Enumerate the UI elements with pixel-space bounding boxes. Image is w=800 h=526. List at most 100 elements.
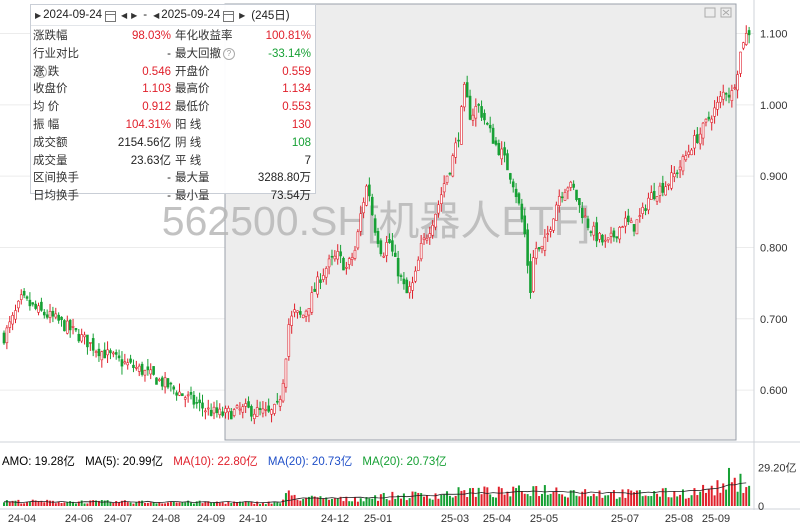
volume-bar (483, 486, 486, 506)
volume-bar (526, 494, 529, 506)
volume-bar (325, 497, 328, 506)
volume-bar (253, 503, 256, 506)
volume-bar (423, 496, 426, 506)
candle-body (405, 279, 409, 294)
candle-body (632, 224, 636, 232)
help-icon[interactable]: ? (35, 65, 47, 78)
candle-body (500, 148, 504, 160)
end-date[interactable]: 2025-09-24 (161, 9, 221, 21)
volume-bar (379, 494, 382, 506)
candle-body (152, 366, 155, 375)
candle-body (451, 155, 455, 177)
volume-bar (351, 501, 354, 506)
range-close-icon[interactable] (720, 7, 732, 18)
candle-body (589, 231, 593, 233)
volume-bar (143, 502, 146, 506)
candle-body (206, 407, 210, 410)
candle-body (19, 294, 23, 300)
arrow-right-icon[interactable]: ▶ (239, 10, 246, 20)
stats-cell: 行业对比? - (33, 46, 175, 78)
candle-body (117, 355, 121, 359)
candle-body (252, 413, 256, 419)
volume-bar (353, 497, 356, 506)
volume-bar (161, 503, 164, 506)
candle-body (80, 334, 83, 342)
candle-body (327, 258, 331, 268)
volume-bar (647, 496, 650, 506)
arrow-left-icon[interactable]: ◀ (153, 10, 160, 20)
candle-body (434, 213, 437, 228)
ma20-value-green: MA(20): 20.73亿 (362, 456, 447, 468)
candle-body (506, 153, 509, 171)
volume-bar (558, 493, 561, 506)
volume-bar (3, 502, 5, 506)
volume-bar (523, 493, 526, 506)
volume-bar (149, 502, 152, 506)
volume-bar (595, 496, 598, 506)
candle-body (83, 334, 86, 338)
candle-body (537, 247, 541, 250)
candle-body (140, 363, 144, 375)
volume-bar (95, 500, 98, 506)
volume-bar (572, 490, 575, 506)
volume-bar (509, 496, 512, 506)
calendar-icon[interactable] (104, 10, 116, 22)
stats-value: 0.553 (282, 101, 311, 114)
stats-value: 100.81% (265, 30, 311, 42)
volume-bar (730, 482, 733, 506)
arrow-right-icon[interactable]: ▶ (131, 10, 138, 20)
volume-bar (328, 499, 331, 506)
candle-body (376, 231, 380, 244)
volume-bar (615, 498, 618, 506)
volume-bar (339, 496, 342, 506)
price-tick-label: 0.600 (760, 385, 788, 397)
volume-bar (20, 503, 23, 506)
candle-body (57, 314, 60, 321)
candle-body (701, 122, 705, 139)
stats-label: 均 价 (33, 101, 60, 114)
candle-body (609, 232, 613, 237)
stats-value: 130 (291, 118, 311, 131)
range-restore-icon[interactable] (704, 7, 716, 18)
price-tick-label: 0.700 (760, 314, 788, 326)
volume-bar (103, 500, 106, 506)
candle-body (307, 308, 311, 316)
candle-body (28, 299, 32, 307)
candle-body (339, 251, 342, 257)
price-tick-label: 1.100 (760, 29, 788, 41)
calendar-icon[interactable] (223, 10, 235, 22)
volume-bar (54, 503, 57, 506)
candle-body (710, 118, 714, 123)
volume-bar (158, 502, 161, 506)
candle-body (264, 409, 268, 411)
volume-bar (129, 502, 132, 506)
candle-body (675, 172, 679, 175)
candle-body (258, 408, 262, 410)
stats-row: 成交量 23.63亿平 线 7 (33, 153, 315, 171)
volume-bar (365, 497, 368, 506)
help-icon[interactable]: ? (223, 47, 235, 60)
volume-bar (517, 485, 520, 506)
stats-cell: 均 价 0.912 (33, 99, 175, 117)
candle-body (94, 351, 98, 353)
volume-bar (612, 490, 615, 506)
candle-body (733, 87, 737, 89)
volume-bar (264, 504, 267, 506)
candle-body (414, 270, 417, 282)
volume-bar (155, 503, 158, 506)
volume-bar (89, 500, 92, 506)
candle-body (103, 349, 106, 359)
start-date[interactable]: 2024-09-24 (43, 9, 102, 21)
volume-bar (362, 501, 365, 506)
volume-bar (587, 496, 590, 506)
candle-body (411, 282, 414, 291)
stats-cell: 振 幅 104.31% (33, 117, 175, 135)
volume-bar (607, 495, 610, 506)
volume-bar (57, 502, 60, 506)
candle-body (313, 288, 317, 292)
arrow-left-icon[interactable]: ◀ (120, 10, 128, 20)
candle-body (635, 219, 639, 235)
stats-cell: 平 线 7 (175, 153, 315, 171)
range-tool-icons[interactable] (704, 7, 732, 18)
volume-bar (653, 491, 656, 506)
